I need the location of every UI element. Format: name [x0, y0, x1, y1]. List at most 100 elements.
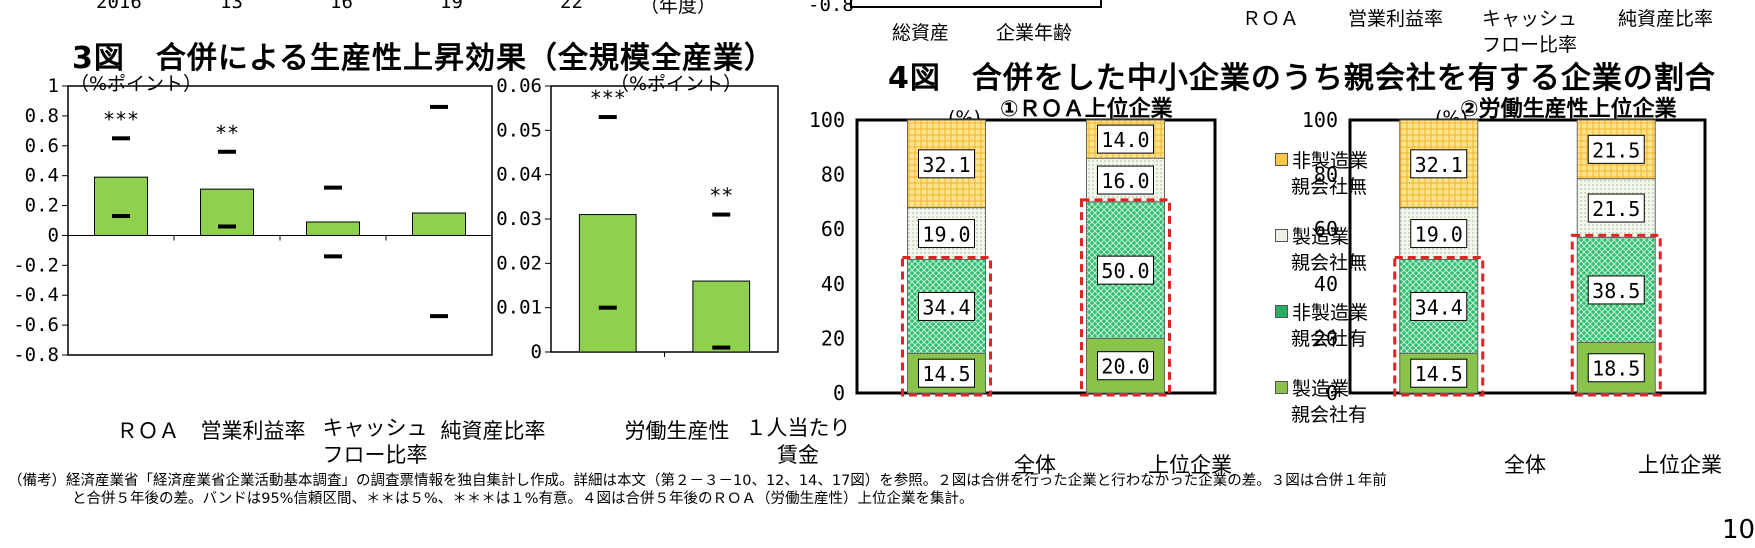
y-tick-label: 20 [821, 326, 845, 350]
fig4b-cat-top: 上位企業 [1638, 453, 1722, 477]
y-tick-label: 20 [1314, 326, 1338, 350]
fig3-cat-net-assets: 純資産比率 [440, 419, 546, 443]
significance-label: ** [215, 121, 239, 145]
note-line-2: と合併５年後の差。バンドは95%信頼区間、＊＊は５%、＊＊＊は１%有意。４図は合… [72, 491, 974, 507]
top-label-op-margin: 営業利益率 [1348, 8, 1444, 30]
value-label-box [1097, 351, 1154, 381]
value-label: 14.5 [1415, 362, 1463, 386]
y-tick-label: 0 [531, 341, 542, 363]
fig3-cat-labor-productivity: 労働生産性 [624, 419, 730, 443]
value-label-box [1587, 134, 1645, 164]
y-tick-label: 0.01 [496, 297, 542, 319]
fig3-title: 3図 合併による生産性上昇効果（全規模全産業） [72, 41, 775, 76]
value-label-box [918, 149, 975, 179]
value-label-box [1097, 124, 1154, 154]
value-label: 16.0 [1101, 169, 1149, 193]
top-label-cashflow-2: フロー比率 [1482, 34, 1578, 56]
y-tick-label: 0.4 [25, 165, 59, 187]
legend-swatch [1275, 381, 1288, 394]
fig3-cat-cashflow: キャッシュ フロー比率 [322, 416, 428, 467]
bar [306, 221, 360, 236]
value-label: 21.5 [1592, 197, 1640, 221]
legend-item-nonmfg-parent: 非製造業 親会社有 [1275, 300, 1368, 352]
y-tick-label: 0 [48, 224, 59, 246]
fig4-right-chart: 100 80 60 40 20 0 14.5 34.4 19.0 32.1 18.5 38.5 21.5… [1302, 108, 1707, 405]
fig3-left-chart: 10.80.60.40.20-0.2-0.4-0.6-0.8***** [13, 75, 493, 366]
highlight-box [1393, 256, 1485, 397]
significance-label: ** [709, 184, 733, 208]
top-tick-2: 13 [220, 0, 243, 13]
legend-swatch [1275, 305, 1288, 318]
legend-swatch [1275, 153, 1288, 166]
highlight-box [901, 256, 992, 397]
value-label: 14.5 [922, 362, 970, 386]
top-label-firm-age: 企業年齢 [996, 22, 1073, 44]
y-tick-label: -0.4 [13, 284, 59, 306]
fig4-chart: 100 80 60 40 20 0 14.5 34.4 19.0 32.1 20.0 50.0 16.0… [809, 108, 1707, 405]
ci-band-mark [712, 212, 731, 217]
value-label-box [1410, 291, 1468, 321]
y-tick-label: -0.6 [13, 314, 59, 336]
plot-frame [67, 85, 493, 356]
y-tick-label: 100 [809, 108, 845, 132]
ci-band-mark [598, 305, 617, 310]
ci-band-mark [598, 115, 617, 120]
y-tick-label: 60 [821, 217, 845, 241]
value-label: 34.4 [1415, 295, 1463, 319]
value-label-box [918, 219, 975, 249]
value-label: 20.0 [1101, 355, 1149, 379]
value-label: 18.5 [1592, 357, 1640, 381]
plot-frame [855, 118, 1217, 395]
fig4-legend: 非製造業 親会社無 製造業 親会社無 非製造業 親会社有 製造業 親会社有 [1275, 148, 1368, 428]
top-tick-4: 19 [440, 0, 463, 13]
value-label-box [1097, 165, 1154, 195]
value-label-box [918, 291, 975, 321]
top-tick-6: （年度） [640, 0, 717, 17]
fig3-unit-left: （%ポイント） [70, 73, 203, 95]
value-label: 50.0 [1101, 259, 1149, 283]
top-neg-tick: -0.8 [808, 0, 854, 16]
y-tick-label: 0.03 [496, 208, 542, 230]
fig3-unit-right: （%ポイント） [610, 73, 743, 95]
fig3-cat-wage: １人当たり 賃金 [745, 416, 851, 467]
top-label-cashflow-1: キャッシュ [1482, 8, 1578, 30]
y-tick-label: 80 [821, 163, 845, 187]
y-tick-label: 0.05 [496, 119, 542, 141]
y-tick-label: 0.6 [25, 135, 59, 157]
top-label-total-assets: 総資産 [892, 22, 950, 44]
highlight-box [1080, 198, 1171, 397]
value-label: 14.0 [1101, 128, 1149, 152]
fig3-cat-op-margin: 営業利益率 [200, 419, 306, 443]
value-label-box [1410, 219, 1468, 249]
fig3-right-chart: 0.060.050.040.030.020.010***** [496, 75, 779, 363]
page-number: 10 [1722, 515, 1755, 545]
fig4b-cat-all: 全体 [1504, 453, 1546, 477]
y-tick-label: 0.06 [496, 75, 542, 97]
value-label: 32.1 [922, 153, 970, 177]
bar [94, 176, 148, 236]
value-label: 38.5 [1592, 279, 1640, 303]
ci-band-mark [112, 136, 130, 141]
fig4a-cat-top: 上位企業 [1148, 453, 1232, 477]
ci-band-mark [218, 224, 236, 229]
bar [412, 212, 466, 236]
top-fragment-frame [850, 0, 1102, 8]
plot-frame [1348, 118, 1707, 395]
legend-item-mfg-parent: 製造業 親会社有 [1275, 376, 1368, 428]
y-tick-label: 80 [1314, 163, 1338, 187]
value-label-box [1410, 149, 1468, 179]
value-label: 32.1 [1415, 153, 1463, 177]
top-label-net-assets: 純資産比率 [1618, 8, 1714, 30]
fig4-title: 4図 合併をした中小企業のうち親会社を有する企業の割合 [888, 61, 1716, 96]
top-tick-3: 16 [330, 0, 353, 13]
top-tick-1: 2016 [96, 0, 142, 13]
significance-label: *** [590, 86, 626, 110]
value-label: 19.0 [922, 223, 970, 247]
legend-swatch [1275, 229, 1288, 242]
bar [692, 280, 751, 353]
ci-band-mark [218, 149, 236, 154]
fig3-chart: 10.80.60.40.20-0.2-0.4-0.6-0.8***** 0.06… [13, 75, 779, 366]
ci-band-mark [430, 314, 448, 319]
y-tick-label: -0.8 [13, 344, 59, 366]
y-tick-label: 0 [833, 381, 845, 405]
